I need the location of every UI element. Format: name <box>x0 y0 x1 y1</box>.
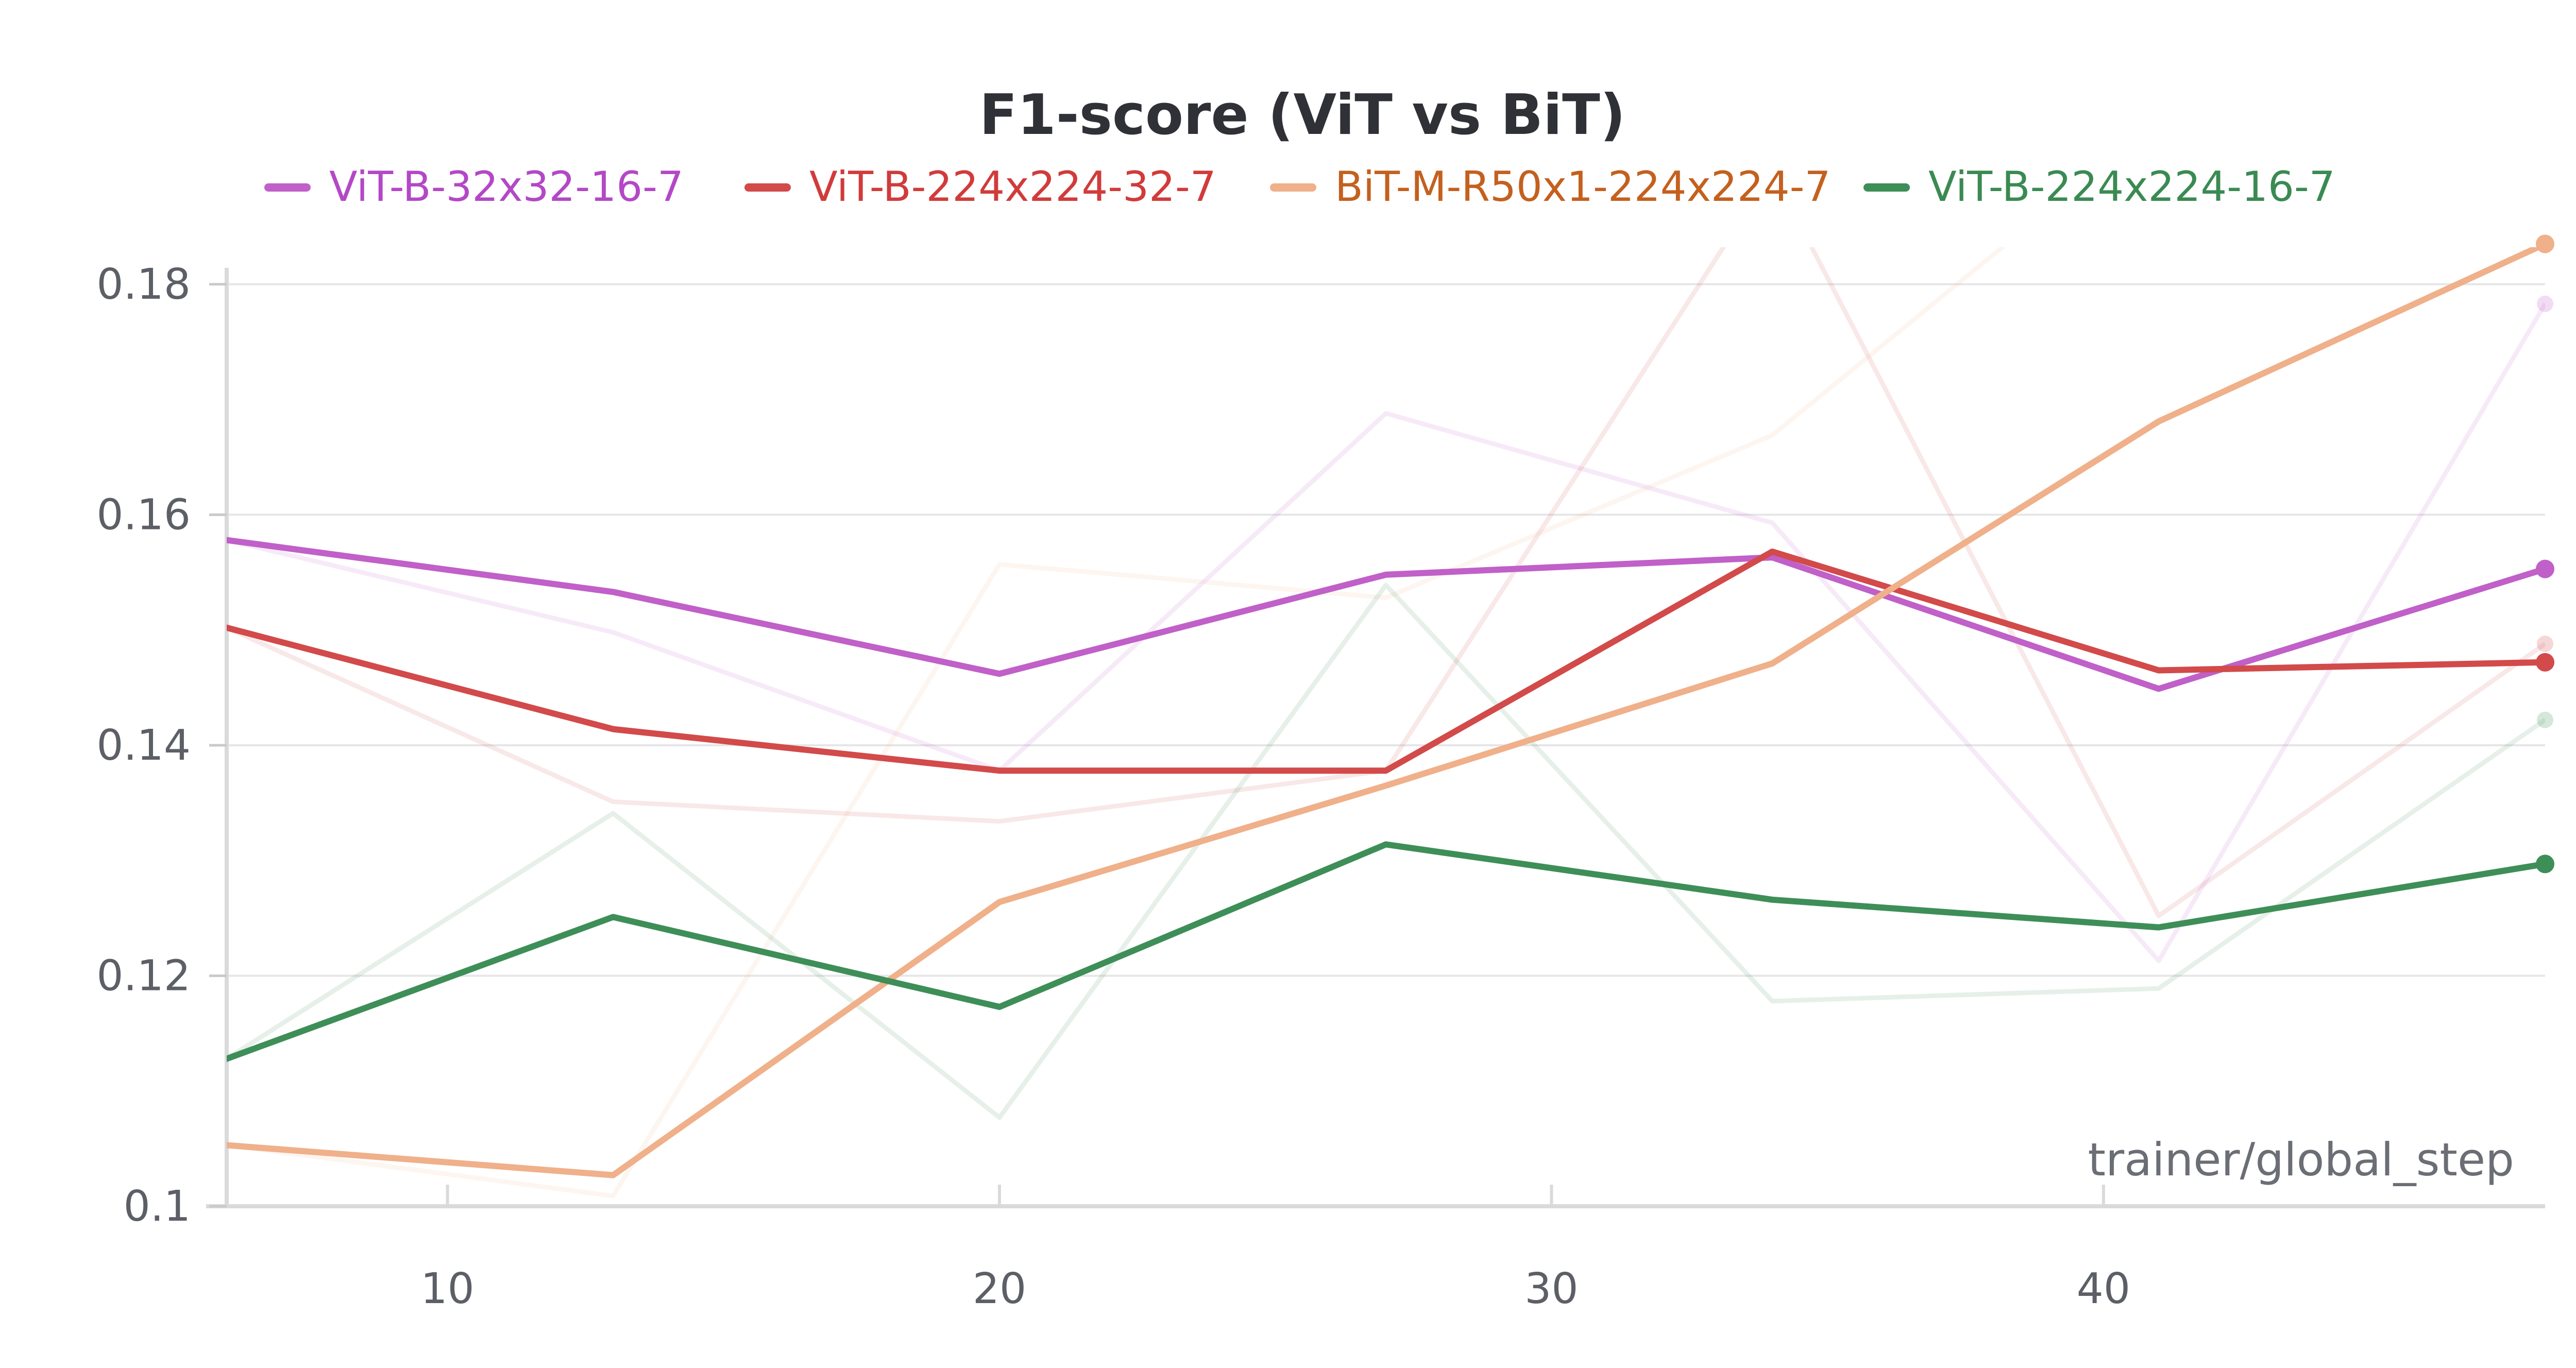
end-point-2 <box>2536 653 2554 672</box>
x-axis-label: trainer/global_step <box>2088 1133 2514 1186</box>
grid-lines <box>227 283 2545 977</box>
end-point-4 <box>2536 854 2554 874</box>
y-tick-label: 0.16 <box>96 490 191 539</box>
raw-end-point-4 <box>2537 711 2553 728</box>
y-tick-label: 0.18 <box>96 260 191 309</box>
raw-series-lines <box>227 247 2545 1199</box>
x-tick-label: 20 <box>973 1264 1026 1313</box>
legend-label: ViT-B-224x224-32-7 <box>809 163 1216 211</box>
series-end-points <box>2536 234 2554 874</box>
series-line-2[interactable] <box>227 549 2545 774</box>
legend-item-4[interactable]: ViT-B-224x224-16-7 <box>1863 163 2335 211</box>
x-axis-ticks: 10 20 30 40 <box>420 1185 2130 1313</box>
legend-item-3[interactable]: BiT-M-R50x1-224x224-7 <box>1270 163 1831 211</box>
legend-label: ViT-B-32x32-16-7 <box>329 163 684 211</box>
y-tick-label: 0.1 <box>124 1182 191 1231</box>
legend-label: BiT-M-R50x1-224x224-7 <box>1335 163 1831 211</box>
legend-item-1[interactable]: ViT-B-32x32-16-7 <box>264 163 684 211</box>
y-axis-ticks: 0.1 0.12 0.14 0.16 0.18 <box>96 260 227 1231</box>
end-point-3 <box>2536 234 2554 253</box>
x-tick-label: 40 <box>2077 1264 2130 1313</box>
raw-series-line-1 <box>227 302 2545 963</box>
y-tick-label: 0.12 <box>96 951 191 1000</box>
raw-end-point-1 <box>2537 295 2553 312</box>
raw-series-line-2 <box>227 247 2545 918</box>
series-line-3[interactable] <box>227 244 2545 1178</box>
chart-title: F1-score (ViT vs BiT) <box>979 83 1625 147</box>
series-line-4[interactable] <box>227 841 2545 1062</box>
raw-end-point-2 <box>2537 636 2553 653</box>
x-tick-label: 30 <box>1524 1264 1578 1313</box>
y-tick-label: 0.14 <box>96 721 191 770</box>
smoothed-series-lines[interactable] <box>227 244 2545 1178</box>
legend-label: ViT-B-224x224-16-7 <box>1928 163 2335 211</box>
legend[interactable]: ViT-B-32x32-16-7 ViT-B-224x224-32-7 BiT-M-… <box>264 163 2335 211</box>
raw-series-line-3 <box>227 247 2006 1199</box>
series-line-1[interactable] <box>227 537 2545 692</box>
legend-item-2[interactable]: ViT-B-224x224-32-7 <box>744 163 1216 211</box>
axes <box>206 268 2545 1208</box>
end-point-1 <box>2536 559 2554 578</box>
raw-series-line-4 <box>227 583 2545 1120</box>
x-tick-label: 10 <box>420 1264 474 1313</box>
